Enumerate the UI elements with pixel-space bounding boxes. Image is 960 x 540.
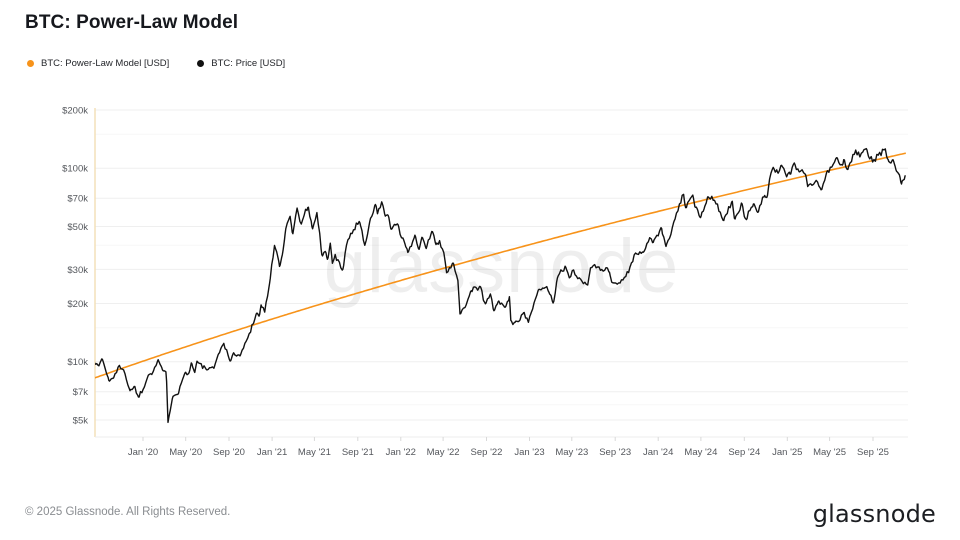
svg-text:Sep '21: Sep '21 (342, 447, 374, 458)
svg-text:$7k: $7k (73, 387, 89, 398)
svg-text:Jan '23: Jan '23 (514, 447, 544, 458)
svg-text:$5k: $5k (73, 416, 89, 427)
y-axis-labels: $200k $100k $70k $50k $30k $20k $10k $7k $5k (62, 106, 88, 427)
power-law-model-line (95, 152, 906, 379)
svg-text:Jan '24: Jan '24 (643, 447, 673, 458)
series-layer (95, 147, 906, 424)
legend-label-price: BTC: Price [USD] (211, 58, 286, 69)
x-axis-labels: Jan '20 May '20 Sep '20 Jan '21 May '21 Sep '… (128, 437, 889, 458)
legend-marker-model-dot-icon (27, 60, 34, 67)
svg-text:$10k: $10k (67, 357, 88, 368)
svg-text:May '22: May '22 (427, 447, 460, 458)
svg-text:Sep '20: Sep '20 (213, 447, 245, 458)
page-title: BTC: Power-Law Model (25, 12, 239, 33)
svg-text:May '23: May '23 (555, 447, 588, 458)
svg-text:Jan '22: Jan '22 (386, 447, 416, 458)
svg-text:Sep '22: Sep '22 (471, 447, 503, 458)
legend-marker-price-dot-icon (197, 60, 205, 67)
svg-text:May '20: May '20 (169, 447, 202, 458)
svg-text:$30k: $30k (67, 265, 88, 276)
svg-text:$20k: $20k (67, 299, 88, 310)
svg-text:May '25: May '25 (813, 447, 846, 458)
gridlines (95, 109, 908, 421)
svg-text:$100k: $100k (62, 164, 88, 175)
legend: BTC: Power-Law Model [USD] BTC: Price [U… (27, 58, 285, 69)
svg-text:Jan '20: Jan '20 (128, 447, 158, 458)
legend-item-price[interactable]: BTC: Price [USD] (197, 58, 285, 69)
svg-text:May '21: May '21 (298, 447, 331, 458)
svg-text:Jan '25: Jan '25 (772, 447, 802, 458)
glassnode-logo: glassnode (812, 500, 936, 528)
copyright-text: © 2025 Glassnode. All Rights Reserved. (25, 506, 231, 518)
svg-text:Sep '23: Sep '23 (599, 447, 631, 458)
svg-text:$200k: $200k (62, 106, 88, 117)
svg-text:Sep '24: Sep '24 (728, 447, 760, 458)
legend-item-power-law-model[interactable]: BTC: Power-Law Model [USD] (27, 58, 169, 69)
svg-text:Jan '21: Jan '21 (257, 447, 287, 458)
btc-price-line (95, 147, 906, 424)
svg-text:May '24: May '24 (684, 447, 717, 458)
legend-label-model: BTC: Power-Law Model [USD] (41, 58, 170, 69)
glassnode-watermark: glassnode (324, 224, 680, 309)
svg-text:$50k: $50k (67, 222, 88, 233)
svg-text:Sep '25: Sep '25 (857, 447, 889, 458)
svg-text:$70k: $70k (67, 194, 88, 205)
